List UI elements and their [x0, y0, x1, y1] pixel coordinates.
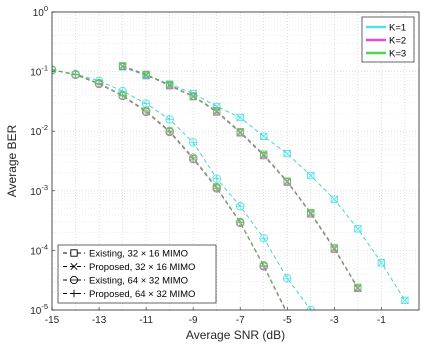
marker-square [142, 70, 150, 78]
method-legend: Existing, 32 × 16 MIMO Proposed, 32 × 16 … [57, 244, 217, 304]
y-axis-label: Average BER [5, 124, 19, 197]
x-tick-label: -1 [377, 315, 386, 326]
marker-square [260, 150, 268, 158]
marker-square [260, 132, 268, 140]
marker-square [307, 208, 315, 217]
legend-square-icon [70, 249, 78, 257]
y-tick-label: 10-5 [30, 302, 48, 317]
marker-square [165, 81, 174, 89]
marker-x [142, 71, 150, 79]
marker-x [236, 113, 244, 121]
method-legend-label: Existing, 32 × 16 MIMO [89, 249, 188, 260]
marker-square [330, 195, 338, 203]
grid [51, 12, 419, 310]
marker-x [377, 259, 385, 267]
marker-square [283, 177, 291, 185]
x-tick-label: -7 [236, 315, 245, 326]
marker-x [354, 225, 362, 233]
x-tick-label: -3 [330, 315, 339, 326]
marker-x [260, 150, 268, 158]
marker-x [189, 92, 197, 100]
method-legend-label: Proposed, 32 × 16 MIMO [89, 262, 195, 273]
marker-x [213, 107, 221, 115]
marker-x [119, 62, 127, 70]
method-legend-label: Existing, 64 × 32 MIMO [89, 276, 188, 287]
marker-square [213, 102, 221, 111]
marker-square [283, 150, 291, 158]
marker-x [330, 244, 338, 252]
marker-x [354, 283, 362, 291]
marker-x [283, 177, 291, 185]
marker-x [283, 150, 291, 158]
marker-x [260, 132, 268, 140]
marker-square [354, 225, 362, 233]
marker-square [354, 283, 362, 291]
marker-square [213, 107, 221, 115]
axes-box [51, 11, 420, 311]
k-legend-label: K=3 [389, 49, 406, 60]
x-axis-label: Average SNR (dB) [186, 328, 285, 342]
marker-square [236, 128, 244, 136]
series-2 [52, 66, 316, 310]
marker-x [236, 128, 244, 136]
x-tick-label: -13 [92, 315, 107, 326]
k-legend-label: K=2 [389, 36, 406, 47]
marker-x [166, 81, 174, 89]
y-tick-label: 10-3 [30, 183, 48, 198]
marker-square [330, 244, 338, 252]
marker-square [377, 259, 386, 267]
marker-x [307, 172, 315, 180]
k-legend: K=1 K=2 K=3 [361, 16, 415, 63]
method-legend-label: Proposed, 64 × 32 MIMO [89, 289, 195, 300]
x-tick-label: -5 [283, 315, 292, 326]
y-tick-label: 10-2 [30, 123, 48, 138]
y-tick-label: 10-4 [30, 242, 48, 257]
marker-x [307, 209, 315, 217]
x-tick-label: -11 [139, 315, 153, 326]
marker-square [307, 171, 315, 180]
series-group [52, 62, 409, 310]
x-tick-label: -9 [189, 315, 198, 326]
y-tick-label: 10-1 [30, 64, 48, 79]
series-5 [118, 62, 362, 291]
marker-x [142, 70, 150, 78]
marker-square [189, 92, 197, 100]
marker-square [401, 296, 409, 305]
marker-square [236, 113, 244, 122]
series-6 [52, 65, 287, 310]
y-tick-label: 100 [33, 4, 48, 19]
k-legend-label: K=1 [389, 23, 406, 34]
marker-x [401, 296, 409, 304]
legend-x-icon [70, 262, 78, 271]
x-tick-label: -15 [45, 315, 60, 326]
marker-square [118, 62, 127, 70]
marker-x [330, 195, 338, 203]
